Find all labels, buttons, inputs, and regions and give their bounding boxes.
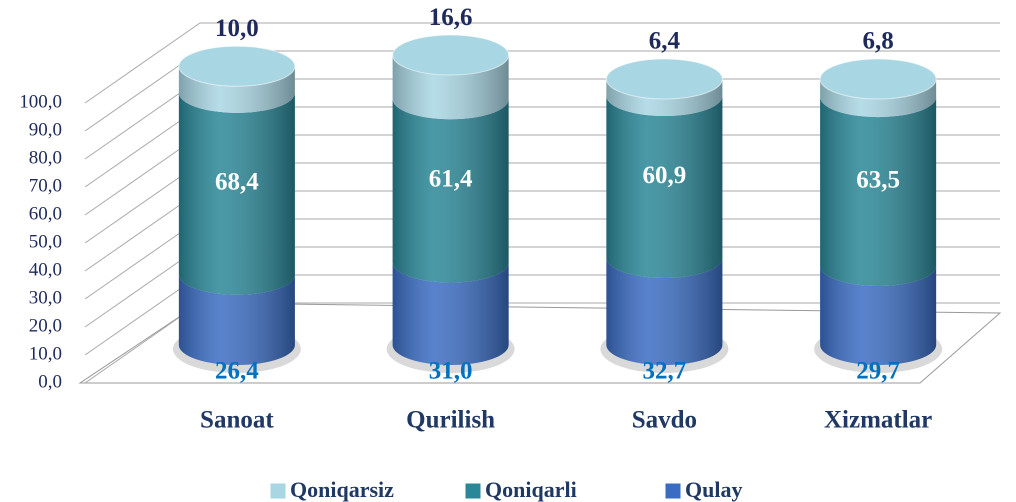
grid-line xyxy=(84,22,1000,104)
cylinder-shade xyxy=(606,79,723,117)
x-tick-label: Qurilish xyxy=(406,407,495,434)
legend-swatch xyxy=(664,482,682,500)
legend-label: Qoniqarli xyxy=(485,477,577,502)
value-label: 68,4 xyxy=(215,169,259,196)
value-label: 60,9 xyxy=(643,162,687,189)
cylinder-shade xyxy=(606,258,723,365)
y-tick-label: 0,0 xyxy=(38,371,62,392)
y-tick-label: 30,0 xyxy=(29,287,62,308)
value-label: 6,4 xyxy=(649,28,681,55)
x-tick-label: Savdo xyxy=(632,407,697,434)
cylinder-top xyxy=(178,45,296,87)
value-label: 29,7 xyxy=(856,358,900,385)
y-tick-label: 40,0 xyxy=(29,259,62,280)
legend-swatch xyxy=(464,482,482,500)
value-label: 16,6 xyxy=(429,4,473,31)
y-tick-label: 90,0 xyxy=(29,119,62,140)
cylinder-shade xyxy=(178,66,295,113)
cylinder-shade xyxy=(606,96,723,279)
y-tick-label: 50,0 xyxy=(29,231,62,252)
legend-swatch xyxy=(269,482,287,500)
value-label: 32,7 xyxy=(643,358,687,385)
floor xyxy=(78,302,1002,384)
y-tick-label: 60,0 xyxy=(29,203,62,224)
y-tick-label: 10,0 xyxy=(29,343,62,364)
legend-label: Qoniqarsiz xyxy=(290,477,394,502)
y-tick-label: 20,0 xyxy=(29,315,62,336)
cylinder-shade xyxy=(392,262,509,365)
y-tick-label: 80,0 xyxy=(29,147,62,168)
cylinder-top xyxy=(392,34,510,76)
x-tick-label: Xizmatlar xyxy=(824,407,932,434)
cylinder-shade xyxy=(820,97,937,286)
cylinder-top xyxy=(605,58,723,100)
y-tick-label: 70,0 xyxy=(29,175,62,196)
cylinder-shade xyxy=(820,79,937,118)
cylinder-shade xyxy=(392,99,509,283)
x-tick-label: Sanoat xyxy=(200,407,274,434)
cylinder-shade xyxy=(392,55,509,120)
value-label: 10,0 xyxy=(215,15,259,42)
value-label: 31,0 xyxy=(429,358,473,385)
cylinder-shade xyxy=(820,265,937,365)
cylinder-shade xyxy=(178,274,295,365)
legend-label: Qulay xyxy=(685,477,742,502)
y-tick-label: 100,0 xyxy=(19,91,62,112)
value-label: 63,5 xyxy=(856,166,900,193)
value-label: 61,4 xyxy=(429,166,473,193)
value-label: 6,8 xyxy=(863,28,894,55)
value-label: 26,4 xyxy=(215,358,259,385)
cylinder-top xyxy=(819,58,937,100)
cylinder-shade xyxy=(178,92,295,295)
